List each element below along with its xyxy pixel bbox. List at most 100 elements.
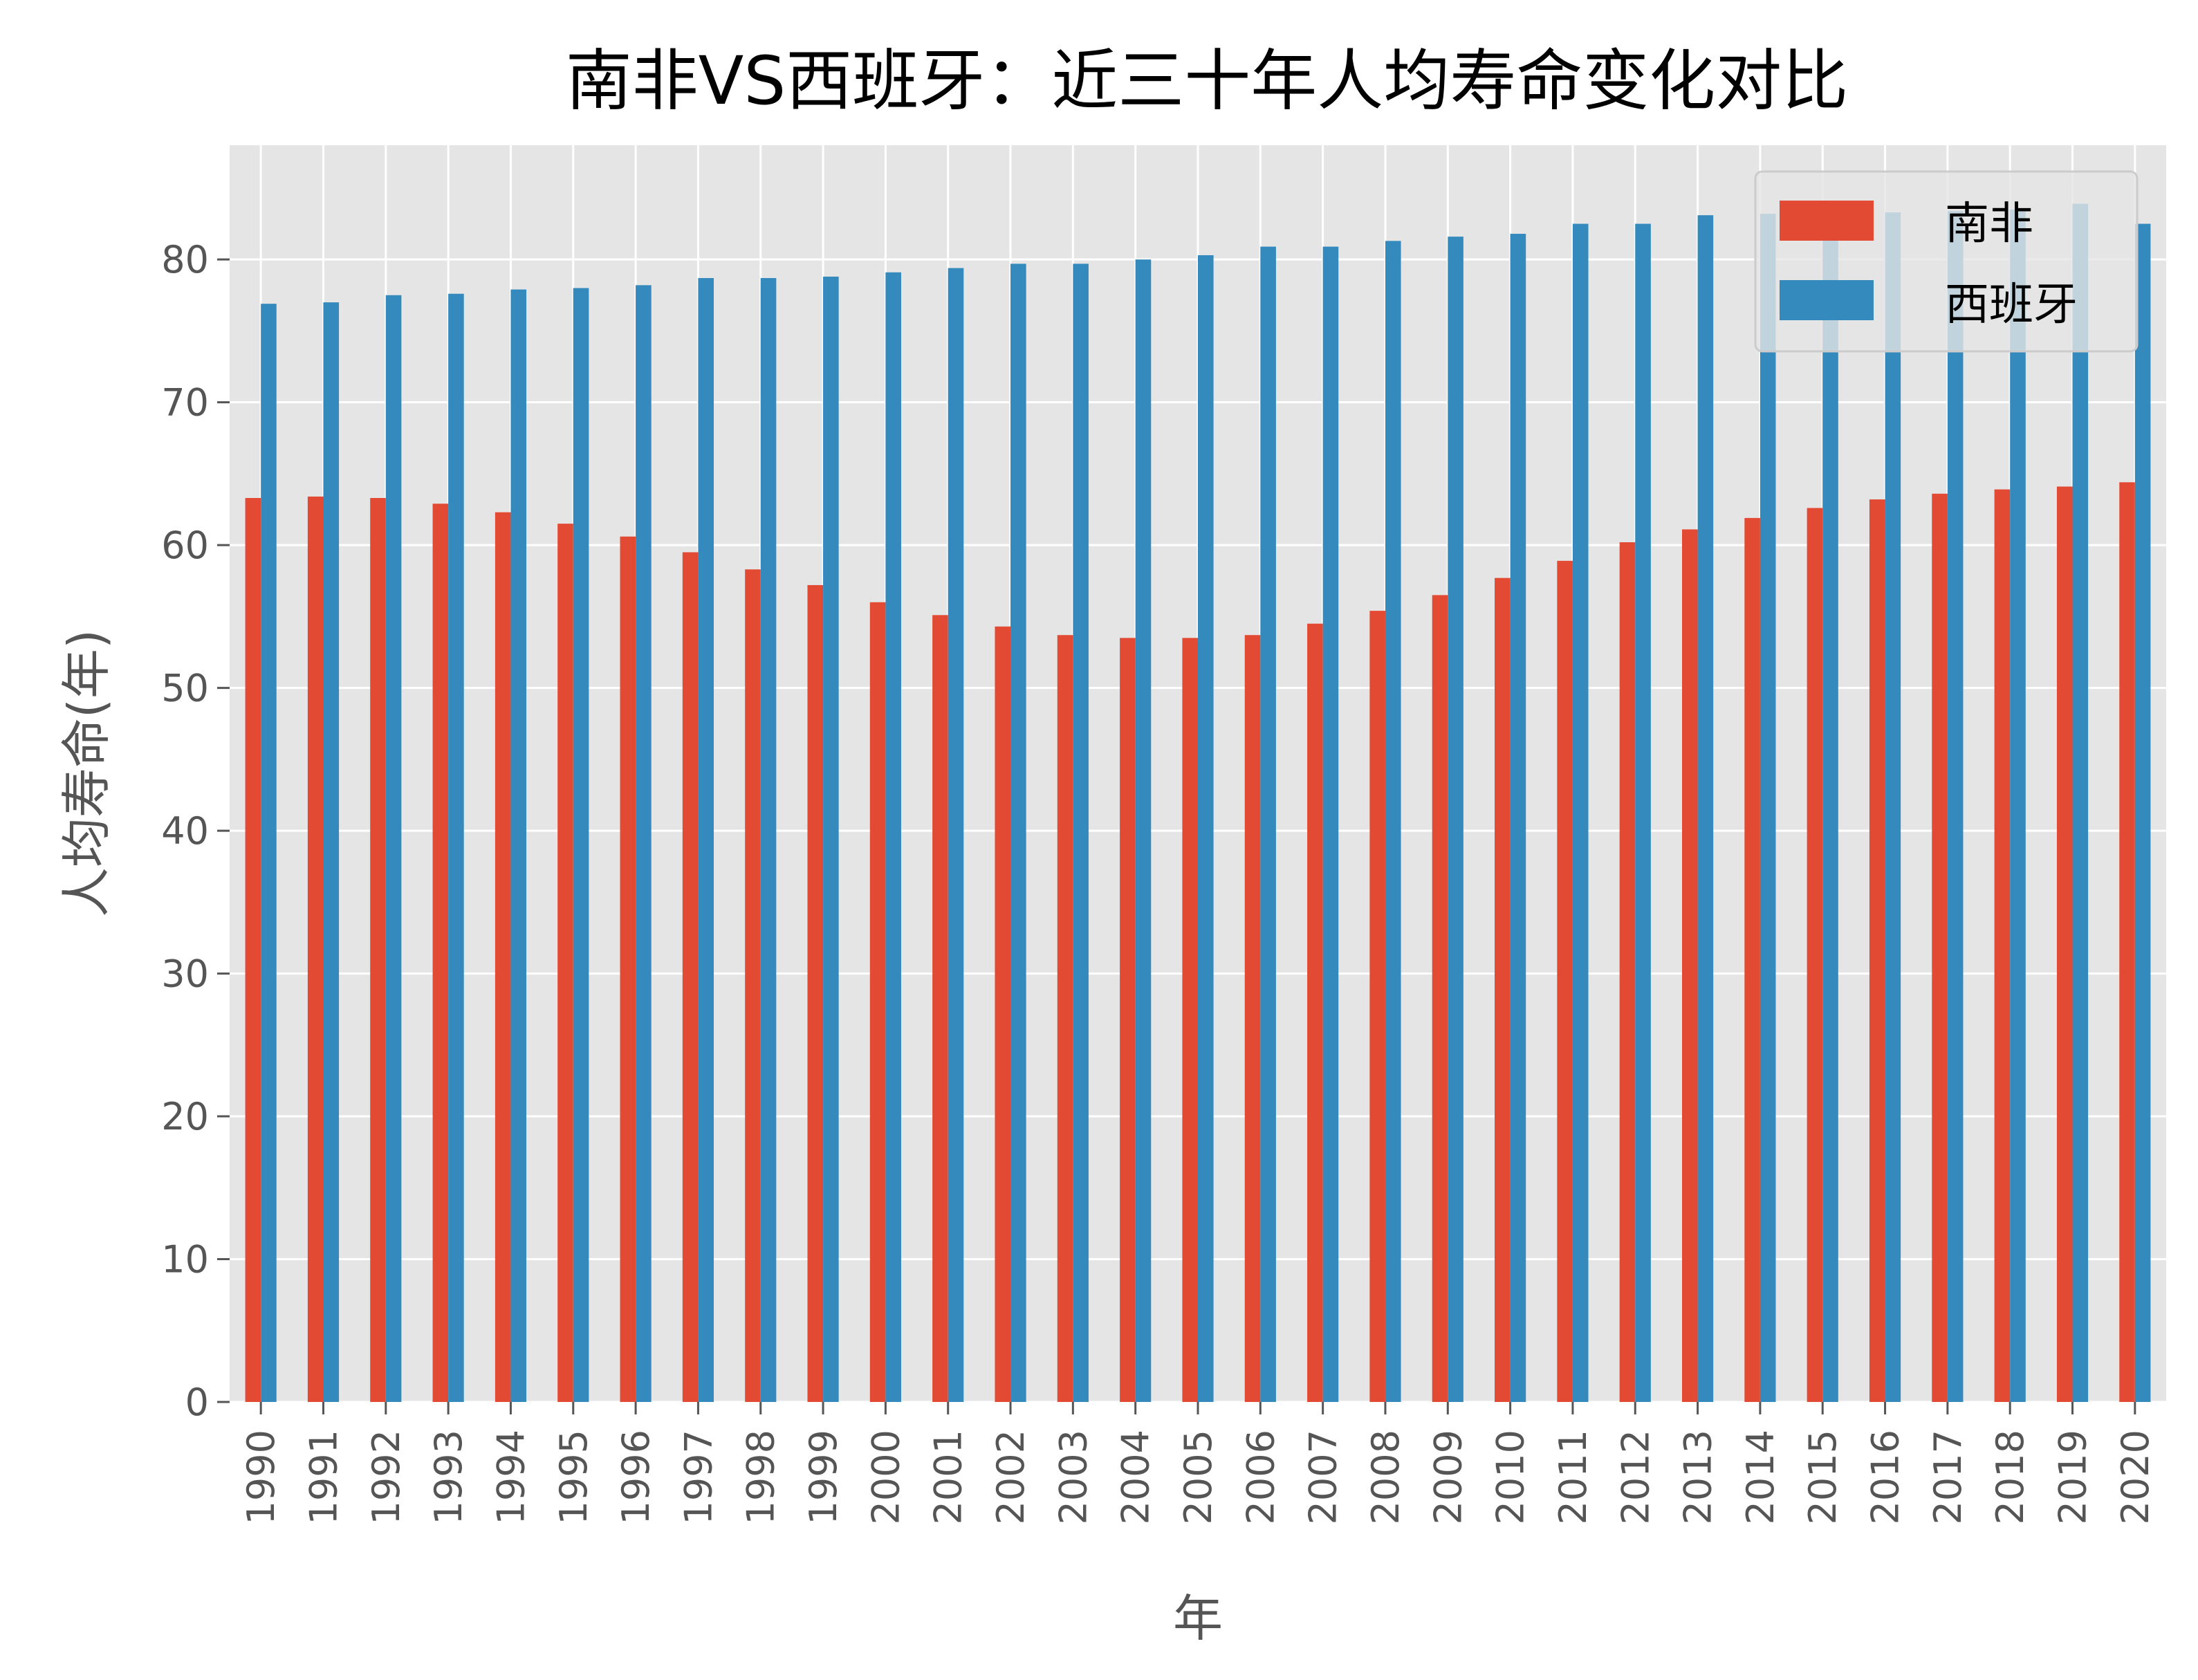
bar-south-africa-2018: [1994, 489, 2011, 1402]
bar-south-africa-2009: [1432, 595, 1448, 1403]
bar-south-africa-2019: [2056, 486, 2073, 1402]
bars: [245, 203, 2151, 1403]
legend-swatch-spain: [1780, 280, 1874, 320]
y-tick-label: 20: [161, 1095, 209, 1138]
bar-south-africa-1992: [370, 497, 386, 1403]
y-tick-label: 10: [161, 1238, 209, 1282]
x-tick-label: 1997: [676, 1430, 720, 1524]
x-tick-label: 1990: [239, 1430, 283, 1524]
bar-spain-1998: [760, 278, 777, 1402]
bar-spain-2018: [2010, 209, 2026, 1402]
x-tick-label: 2017: [1926, 1430, 1970, 1524]
legend: 南非 西班牙: [1754, 170, 2139, 353]
x-tick-label: 1993: [427, 1430, 470, 1524]
y-tick-label: 30: [161, 952, 209, 996]
bar-spain-2012: [1635, 223, 1651, 1402]
y-tick-label: 60: [161, 524, 209, 567]
bar-south-africa-2004: [1120, 638, 1136, 1402]
bar-south-africa-1993: [432, 504, 449, 1402]
bar-spain-2015: [1822, 216, 1838, 1402]
bar-spain-2008: [1385, 241, 1401, 1402]
bar-spain-1992: [385, 295, 402, 1402]
y-tick-label: 0: [185, 1381, 209, 1424]
bar-spain-2013: [1697, 215, 1714, 1403]
bar-south-africa-2006: [1244, 635, 1261, 1402]
bar-spain-1999: [823, 276, 839, 1402]
y-tick-label: 70: [161, 381, 209, 425]
bar-south-africa-2015: [1807, 508, 1823, 1402]
x-tick-label: 2011: [1551, 1430, 1595, 1524]
x-tick-label: 1994: [489, 1430, 533, 1524]
bar-spain-1991: [323, 302, 340, 1402]
bar-spain-2001: [948, 268, 964, 1403]
x-tick-label: 2002: [989, 1430, 1033, 1524]
x-tick-label: 2006: [1239, 1430, 1282, 1524]
bar-south-africa-2020: [2119, 482, 2135, 1402]
bar-south-africa-1996: [620, 536, 636, 1402]
x-tick-label: 2014: [1739, 1430, 1782, 1524]
bar-south-africa-2012: [1619, 542, 1636, 1402]
x-tick-label: 1998: [739, 1430, 783, 1524]
bar-spain-2004: [1135, 259, 1152, 1402]
x-tick-label: 1991: [302, 1430, 345, 1524]
bar-spain-1995: [573, 288, 589, 1402]
x-axis-label: 年: [1173, 1589, 1223, 1647]
y-tick-label: 80: [161, 238, 209, 281]
x-tick-label: 2010: [1489, 1430, 1533, 1524]
bar-south-africa-1998: [745, 569, 761, 1402]
bar-south-africa-1990: [245, 497, 261, 1403]
bar-south-africa-1995: [557, 524, 573, 1402]
x-tick-label: 2020: [2114, 1430, 2157, 1524]
bar-spain-2005: [1198, 255, 1214, 1402]
bar-south-africa-1994: [495, 512, 511, 1402]
bar-spain-2009: [1448, 237, 1463, 1402]
x-tick-label: 2016: [1864, 1430, 1908, 1524]
legend-label-spain: 西班牙: [1945, 279, 2078, 331]
y-tick-label: 40: [161, 809, 209, 853]
x-tick-label: 2012: [1614, 1430, 1657, 1524]
legend-label-south-africa: 南非: [1945, 199, 2033, 250]
bar-spain-1997: [698, 278, 714, 1402]
bar-south-africa-2002: [995, 626, 1011, 1403]
bar-south-africa-1999: [807, 584, 824, 1403]
x-tick-label: 2013: [1677, 1430, 1720, 1524]
x-tick-label: 2009: [1426, 1430, 1470, 1524]
bar-south-africa-2003: [1057, 635, 1073, 1402]
x-tick-label: 1999: [802, 1430, 845, 1524]
x-tick-label: 2001: [927, 1430, 970, 1524]
bar-south-africa-2000: [869, 602, 886, 1402]
bar-south-africa-2010: [1495, 578, 1511, 1402]
x-tick-label: 1995: [552, 1430, 595, 1524]
bar-south-africa-2008: [1369, 611, 1385, 1402]
bar-spain-2019: [2072, 203, 2089, 1403]
bar-south-africa-2007: [1307, 623, 1323, 1402]
bar-spain-1990: [261, 304, 277, 1403]
bar-south-africa-2011: [1557, 560, 1573, 1402]
bar-spain-2006: [1260, 246, 1276, 1402]
x-tick-label: 2015: [1801, 1430, 1845, 1524]
bar-spain-2000: [885, 272, 901, 1402]
bar-spain-2002: [1010, 264, 1026, 1403]
bar-spain-2016: [1885, 212, 1901, 1402]
bar-spain-2010: [1510, 234, 1526, 1403]
x-tick-label: 1996: [614, 1430, 658, 1524]
bar-spain-1993: [448, 293, 464, 1403]
x-tick-label: 2008: [1364, 1430, 1407, 1524]
y-axis-label: 人均寿命(年): [57, 629, 116, 917]
y-tick-label: 50: [161, 667, 209, 710]
bar-south-africa-2017: [1932, 493, 1948, 1402]
x-tick-label: 2004: [1114, 1430, 1158, 1524]
x-tick-label: 2018: [1988, 1430, 2032, 1524]
bar-spain-1994: [510, 289, 527, 1403]
bar-south-africa-1997: [682, 552, 699, 1402]
bar-south-africa-2014: [1744, 517, 1760, 1402]
x-tick-label: 1992: [364, 1430, 408, 1524]
bar-spain-2014: [1760, 214, 1776, 1402]
bar-south-africa-1991: [307, 496, 324, 1402]
x-tick-label: 2019: [2051, 1430, 2095, 1524]
y-axis: 0 10 20 30 40 50 60 70 80: [161, 238, 230, 1424]
x-tick-label: 2003: [1051, 1430, 1095, 1524]
bar-south-africa-2016: [1869, 499, 1885, 1402]
bar-spain-2007: [1322, 246, 1339, 1402]
